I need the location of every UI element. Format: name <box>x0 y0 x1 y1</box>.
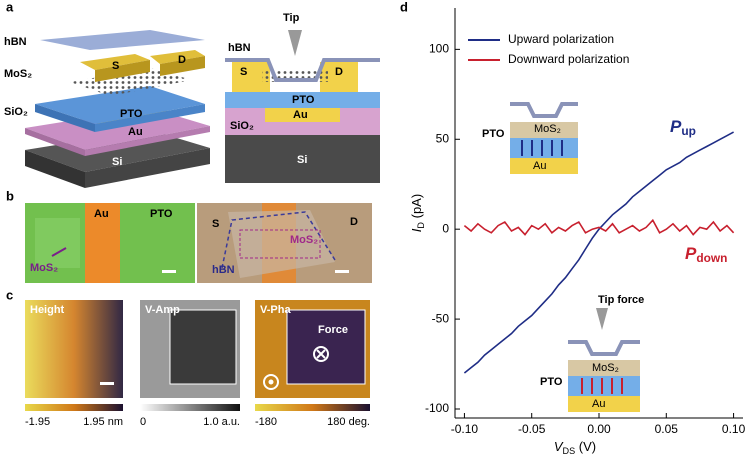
label: -1.95 <box>25 416 50 428</box>
colorbar <box>255 404 370 411</box>
y-tick-label: 0 <box>442 221 449 235</box>
x-axis-label-symbol: V <box>554 439 564 454</box>
annotation-subscript: up <box>681 124 696 138</box>
annotation: Pdown <box>685 244 727 265</box>
label: Au <box>592 398 605 410</box>
label: -180 <box>255 416 277 428</box>
label: Si <box>112 156 122 168</box>
label: S <box>212 218 219 230</box>
label: Height <box>30 304 65 316</box>
scale-bar <box>335 270 349 273</box>
label: hBN <box>228 42 251 54</box>
outline <box>239 229 321 259</box>
symbol <box>263 374 279 390</box>
x-tick-label: -0.05 <box>518 422 546 436</box>
label: SiO₂ <box>230 120 254 132</box>
label: D <box>178 54 186 66</box>
y-axis-label-symbol: I <box>409 228 424 232</box>
label: 1.0 a.u. <box>203 416 240 428</box>
label: MoS₂ <box>534 123 561 135</box>
y-axis-label: ID (pA) <box>409 194 426 232</box>
y-tick-label: 50 <box>436 131 450 145</box>
symbol <box>268 379 274 385</box>
panel-label: d <box>400 0 408 14</box>
label: 180 deg. <box>327 416 370 428</box>
device-3d <box>25 30 210 188</box>
panel-label: a <box>6 0 14 14</box>
x-tick-label: 0.00 <box>587 422 611 436</box>
x-tick-label: -0.10 <box>451 422 479 436</box>
device-cross-section <box>225 30 380 183</box>
annotation-subscript: down <box>696 251 727 265</box>
label: Au <box>94 208 109 220</box>
label: PTO <box>540 376 563 388</box>
y-axis-label-subscript: D <box>416 222 426 229</box>
label: MoS₂ <box>290 234 318 246</box>
label: Au <box>293 109 308 121</box>
arrow <box>51 247 67 257</box>
label: Si <box>297 154 307 166</box>
inset <box>568 308 640 412</box>
afm-image <box>25 300 123 398</box>
x-axis-label-subscript: DS <box>563 446 576 456</box>
panel-label: b <box>6 188 14 203</box>
label: hBN <box>4 36 27 48</box>
y-tick-label: -100 <box>425 401 449 415</box>
scale-bar <box>100 382 114 385</box>
flake <box>228 210 335 278</box>
label: MoS₂ <box>592 362 619 374</box>
afm-image <box>169 309 237 385</box>
legend-label: Downward polarization <box>508 52 629 66</box>
label: S <box>240 66 247 78</box>
colorbar <box>25 404 123 411</box>
x-tick-label: 0.05 <box>655 422 679 436</box>
label: D <box>350 216 358 228</box>
y-tick-label: -50 <box>432 311 450 325</box>
legend-label: Upward polarization <box>508 32 614 46</box>
label: PTO <box>150 208 173 220</box>
label: hBN <box>212 264 235 276</box>
label: 0 <box>140 416 146 428</box>
x-axis-label-unit: (V) <box>575 439 596 454</box>
label: Au <box>128 126 143 138</box>
label: PTO <box>292 94 315 106</box>
annotation-symbol: P <box>685 244 697 263</box>
label: MoS₂ <box>30 262 58 274</box>
y-tick-label: 100 <box>429 42 449 56</box>
label: PTO <box>482 128 505 140</box>
symbol <box>313 346 329 362</box>
annotation-symbol: P <box>670 117 682 136</box>
label: PTO <box>120 108 143 120</box>
panel-label: c <box>6 287 13 302</box>
inset <box>510 102 578 174</box>
label: V-Pha <box>260 304 291 316</box>
colorbar <box>140 404 240 411</box>
series-line <box>463 218 735 236</box>
label: V-Amp <box>145 304 180 316</box>
label: D <box>335 66 343 78</box>
series-line <box>463 131 734 374</box>
label: SiO₂ <box>4 106 28 118</box>
label: Tip force <box>598 294 644 306</box>
label: Force <box>318 324 348 336</box>
label: S <box>112 60 119 72</box>
flake <box>35 218 80 268</box>
scale-bar <box>162 270 176 273</box>
label: Tip <box>283 12 300 24</box>
annotation: Pup <box>670 117 696 138</box>
label: Au <box>533 160 546 172</box>
afm-image <box>286 309 366 385</box>
symbol <box>316 349 326 359</box>
label: MoS₂ <box>4 68 32 80</box>
x-axis-label: VDS (V) <box>554 439 596 456</box>
electrode <box>85 203 120 283</box>
x-tick-label: 0.10 <box>722 422 746 436</box>
y-axis-label-unit: (pA) <box>409 194 424 222</box>
label: 1.95 nm <box>83 416 123 428</box>
